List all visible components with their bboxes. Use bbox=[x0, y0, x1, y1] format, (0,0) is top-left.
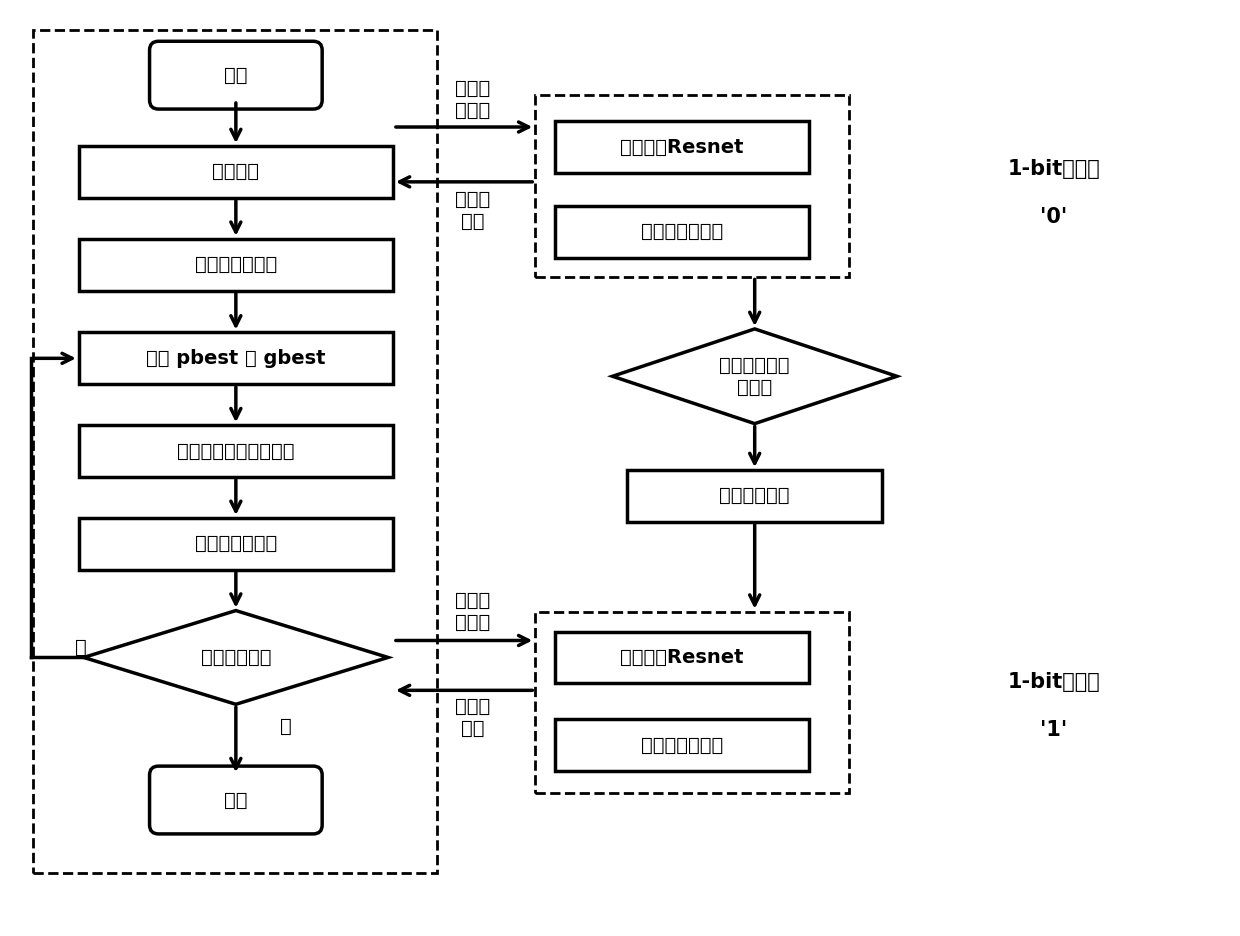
Text: 否: 否 bbox=[76, 638, 87, 657]
Text: 判断终止条件: 判断终止条件 bbox=[201, 648, 272, 667]
Text: '1': '1' bbox=[1040, 720, 1068, 740]
Bar bbox=[78, 146, 393, 197]
Bar bbox=[78, 518, 393, 570]
Text: 计算适应度函数: 计算适应度函数 bbox=[195, 534, 277, 553]
Text: 开始: 开始 bbox=[224, 66, 248, 84]
Text: 输出相位和幅度: 输出相位和幅度 bbox=[641, 736, 723, 754]
Text: 更新 pbest 和 gbest: 更新 pbest 和 gbest bbox=[146, 349, 326, 368]
Text: 更新粒子的速度和位置: 更新粒子的速度和位置 bbox=[177, 442, 295, 461]
Text: 1-bit单元中: 1-bit单元中 bbox=[1008, 159, 1100, 179]
Text: 结束: 结束 bbox=[224, 791, 248, 810]
Bar bbox=[33, 30, 438, 872]
Bar bbox=[78, 239, 393, 290]
Text: 1-bit单元中: 1-bit单元中 bbox=[1008, 672, 1100, 693]
Bar bbox=[78, 332, 393, 385]
Text: 输入优化相位: 输入优化相位 bbox=[719, 487, 790, 505]
Text: 初始种群: 初始种群 bbox=[212, 162, 259, 182]
FancyBboxPatch shape bbox=[150, 41, 322, 110]
Bar bbox=[554, 206, 808, 257]
Text: 计算适应度函数: 计算适应度函数 bbox=[195, 256, 277, 274]
Text: 是: 是 bbox=[280, 717, 291, 736]
Text: '0': '0' bbox=[1040, 207, 1068, 227]
Polygon shape bbox=[84, 610, 388, 704]
Bar bbox=[554, 632, 808, 683]
Bar bbox=[536, 611, 849, 793]
Bar bbox=[554, 719, 808, 771]
Polygon shape bbox=[613, 329, 897, 424]
Text: 输入编
码图案: 输入编 码图案 bbox=[455, 591, 490, 632]
FancyBboxPatch shape bbox=[150, 766, 322, 834]
Bar bbox=[536, 95, 849, 276]
Bar bbox=[78, 425, 393, 477]
Text: 输出相位和幅度: 输出相位和幅度 bbox=[641, 222, 723, 241]
Text: 深度学习Resnet: 深度学习Resnet bbox=[620, 648, 744, 667]
Text: 输出适
应度: 输出适 应度 bbox=[455, 190, 490, 231]
Text: 输出适
应度: 输出适 应度 bbox=[455, 696, 490, 738]
Text: 深度学习Resnet: 深度学习Resnet bbox=[620, 138, 744, 156]
Bar bbox=[627, 470, 882, 522]
Text: 判断第二次优
化条件: 判断第二次优 化条件 bbox=[719, 356, 790, 397]
Bar bbox=[554, 121, 808, 173]
Text: 输入编
码图案: 输入编 码图案 bbox=[455, 79, 490, 120]
